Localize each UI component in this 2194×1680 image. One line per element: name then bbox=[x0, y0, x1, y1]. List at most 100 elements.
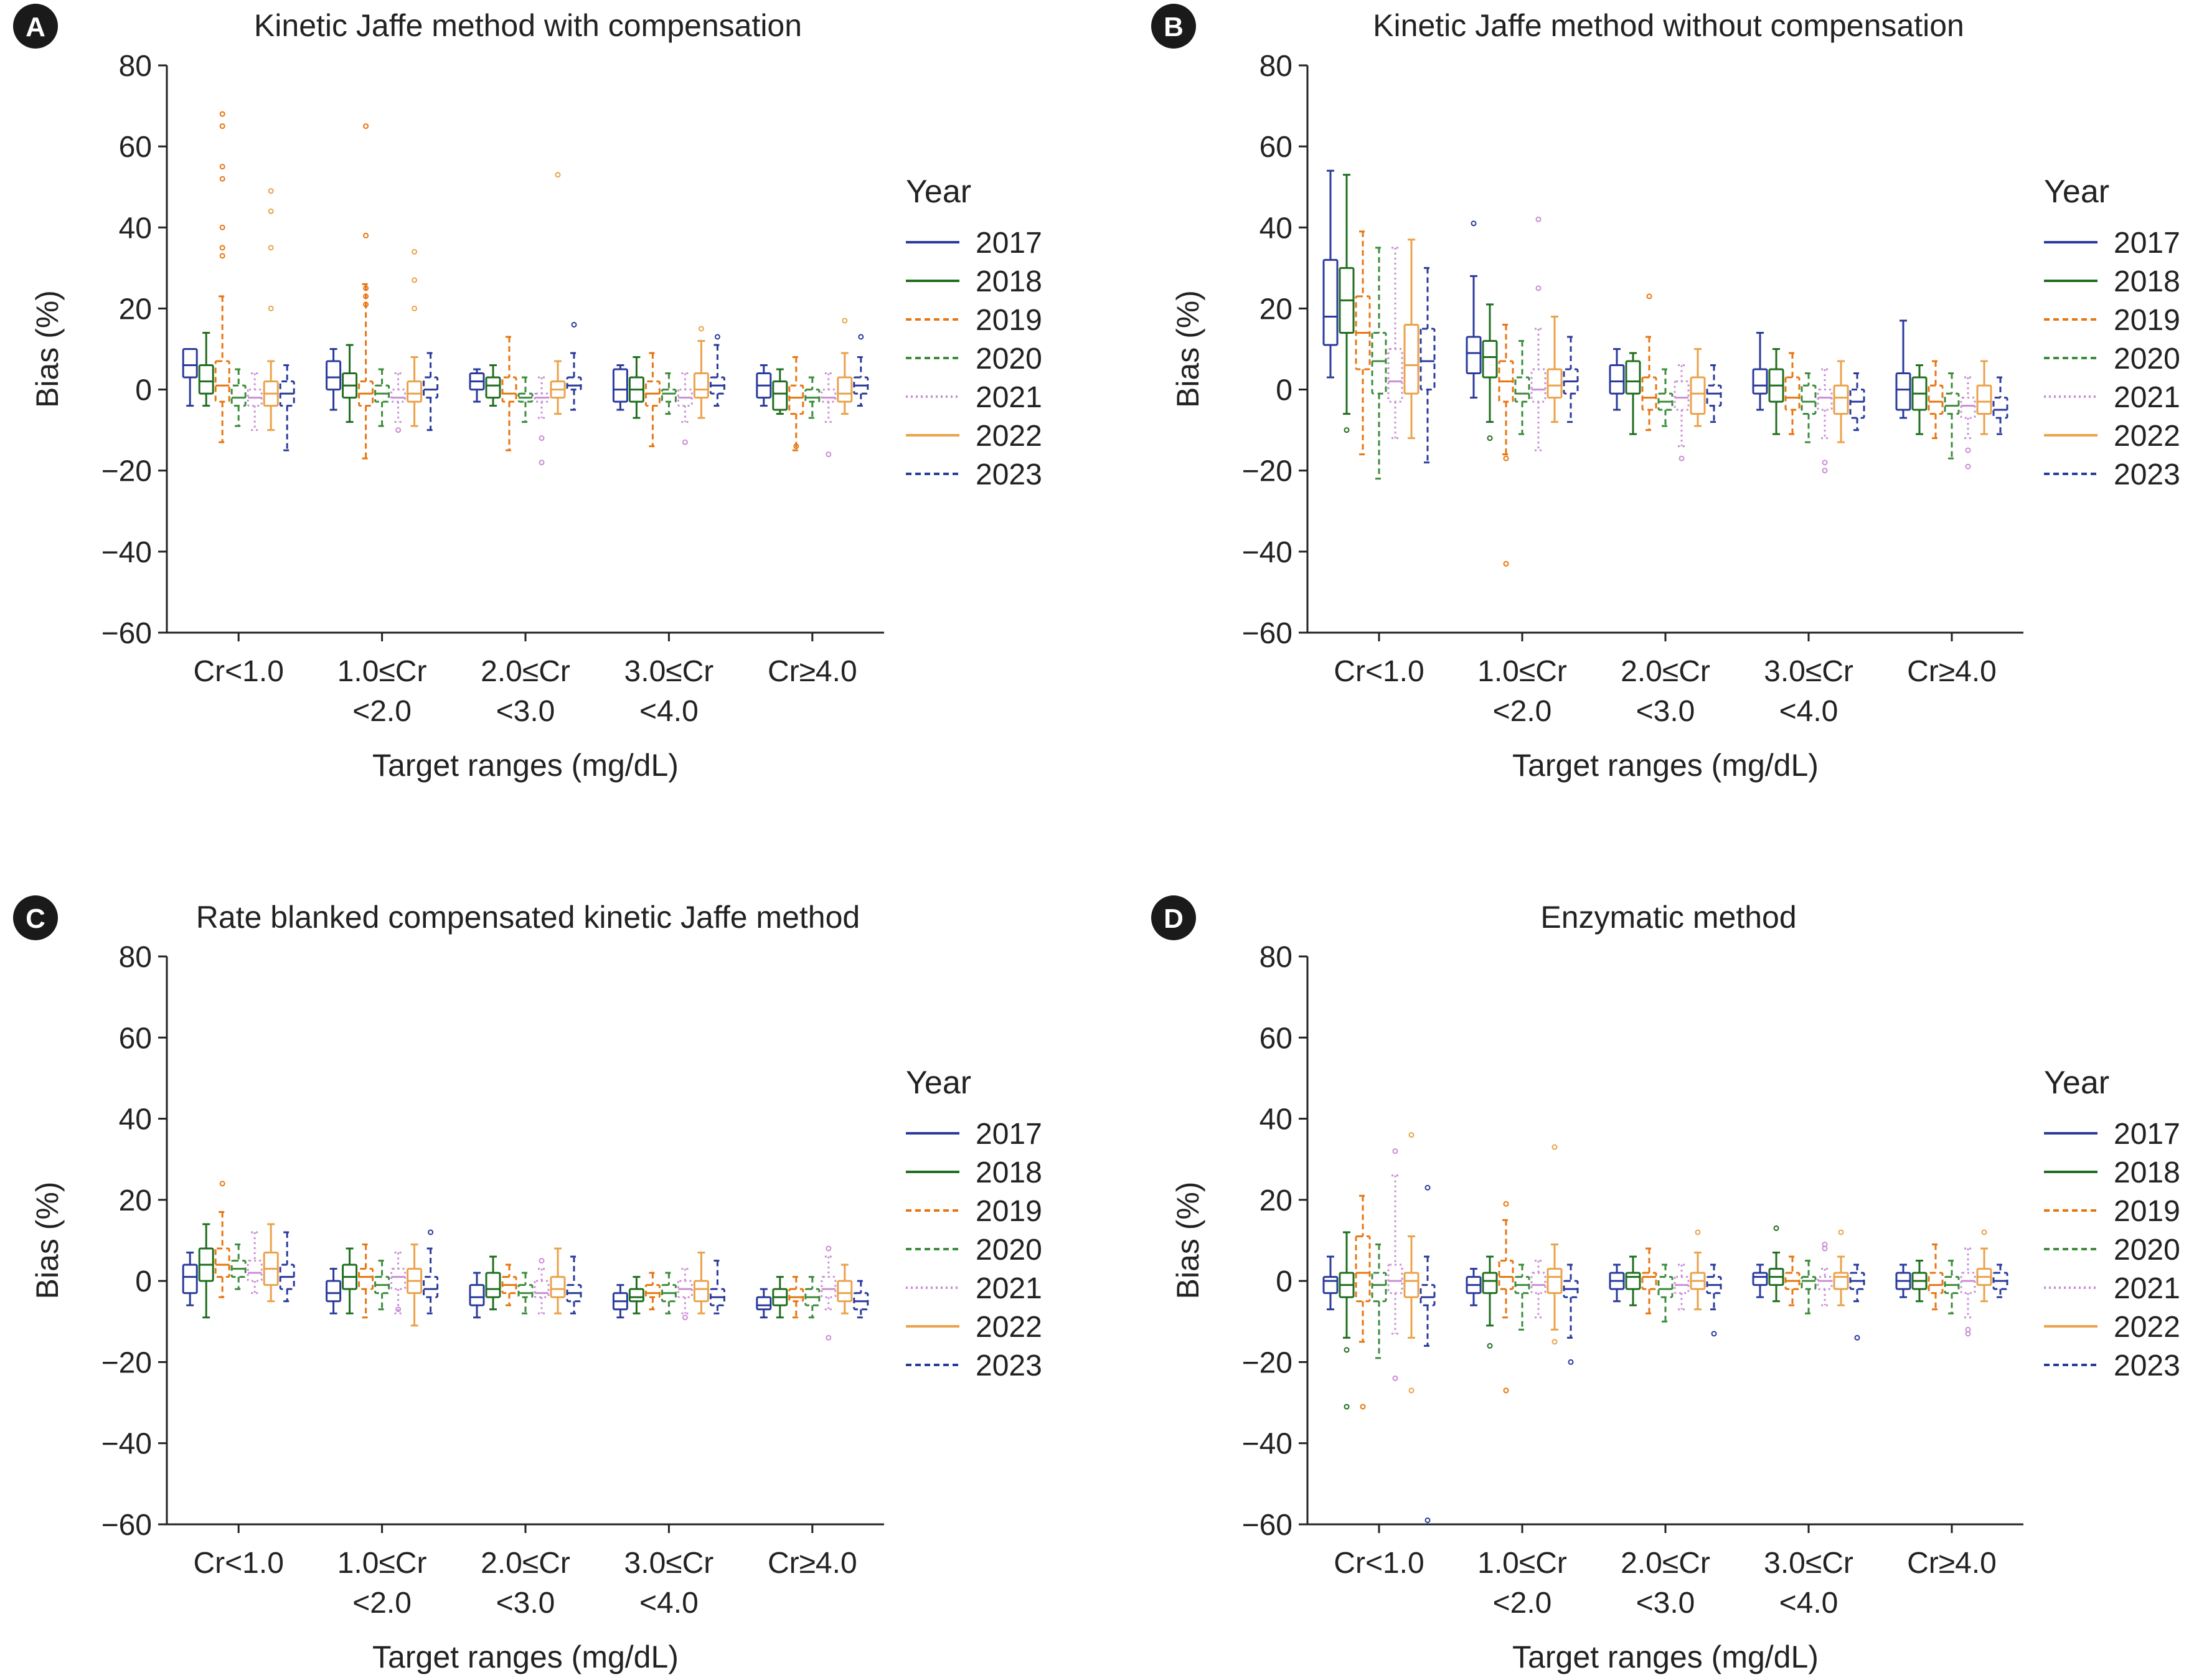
box-iqr bbox=[1976, 384, 1992, 415]
box-iqr bbox=[1625, 1272, 1641, 1290]
outlier-point bbox=[1568, 1359, 1574, 1365]
box-iqr bbox=[1690, 376, 1706, 415]
box-2023-cat3 bbox=[566, 321, 582, 411]
box-iqr bbox=[182, 348, 198, 379]
box-iqr bbox=[1833, 384, 1849, 415]
box-2023-cat5 bbox=[853, 334, 869, 407]
box-2023-cat3 bbox=[1706, 1263, 1722, 1337]
box-2020-cat2 bbox=[374, 368, 390, 427]
box-iqr bbox=[628, 1288, 644, 1303]
outlier-point bbox=[1535, 216, 1542, 222]
x-tick-label: 3.0≤Cr bbox=[1764, 1547, 1853, 1580]
box-iqr bbox=[644, 1284, 661, 1298]
box-2020-cat4 bbox=[661, 1272, 677, 1314]
x-tick-label: 3.0≤Cr bbox=[624, 1547, 714, 1580]
box-2022-cat5 bbox=[837, 318, 853, 415]
outlier-point bbox=[1695, 1229, 1701, 1235]
box-2018-cat1 bbox=[198, 1223, 214, 1319]
box-iqr bbox=[326, 360, 342, 391]
x-tick-label: 2.0≤Cr bbox=[481, 655, 570, 688]
box-2022-cat3 bbox=[550, 172, 566, 415]
box-2022-cat2 bbox=[1547, 1144, 1563, 1345]
box-2019-cat2 bbox=[1498, 1201, 1514, 1394]
outlier-point bbox=[219, 111, 225, 117]
box-iqr bbox=[1371, 1272, 1387, 1303]
box-iqr bbox=[1371, 331, 1387, 395]
box-2023-cat2 bbox=[423, 1229, 439, 1314]
outlier-point bbox=[1392, 1148, 1398, 1154]
outlier-point bbox=[1965, 1331, 1971, 1337]
legend-label-2017: 2017 bbox=[2114, 1118, 2180, 1151]
box-2018-cat3 bbox=[1625, 352, 1641, 435]
y-tick-label: −20 bbox=[1242, 1346, 1292, 1379]
outlier-point bbox=[428, 1229, 434, 1235]
box-iqr bbox=[1466, 336, 1482, 375]
box-iqr bbox=[788, 384, 804, 415]
legend-label-2018: 2018 bbox=[2114, 1156, 2180, 1189]
outlier-point bbox=[1646, 293, 1652, 300]
box-2018-cat1 bbox=[1339, 174, 1355, 433]
box-2019-cat2 bbox=[1498, 323, 1514, 567]
box-2019-cat4 bbox=[1784, 352, 1801, 435]
y-tick-label: 80 bbox=[1259, 941, 1292, 974]
legend-label-2023: 2023 bbox=[976, 458, 1042, 491]
outlier-point bbox=[555, 172, 561, 178]
outlier-point bbox=[268, 305, 274, 311]
panel-badge bbox=[1151, 895, 1196, 940]
box-iqr bbox=[198, 364, 214, 395]
box-2023-cat4 bbox=[1849, 372, 1865, 432]
outlier-point bbox=[1408, 1132, 1415, 1138]
box-2023-cat4 bbox=[709, 1260, 725, 1314]
outlier-point bbox=[539, 1258, 545, 1264]
panel-d: D Enzymatic method 80 60 40 20 0 −20 −40 −60 Bias … bbox=[1151, 895, 2180, 1674]
box-2017-cat5 bbox=[756, 364, 772, 407]
box-2022-cat3 bbox=[1690, 1229, 1706, 1311]
box-2023-cat5 bbox=[1992, 1263, 2008, 1298]
box-iqr bbox=[1420, 328, 1436, 391]
x-tick-label: Cr≥4.0 bbox=[1907, 1547, 1997, 1580]
box-2018-cat5 bbox=[1911, 1260, 1928, 1303]
box-2018-cat4 bbox=[1768, 348, 1784, 435]
box-iqr bbox=[1895, 372, 1911, 411]
outlier-point bbox=[363, 301, 369, 308]
box-iqr bbox=[1849, 389, 1865, 419]
x-tick-label: Cr≥4.0 bbox=[768, 655, 857, 688]
y-tick-label: −40 bbox=[101, 1428, 152, 1461]
x-tick-label: <4.0 bbox=[639, 1587, 699, 1620]
y-tick-label: −60 bbox=[101, 617, 152, 650]
box-2021-cat3 bbox=[1674, 1263, 1690, 1311]
box-2022-cat1 bbox=[1403, 1132, 1420, 1394]
chart-title: Enzymatic method bbox=[1540, 900, 1796, 935]
box-2022-cat4 bbox=[1833, 1229, 1849, 1306]
outlier-point bbox=[1838, 1229, 1844, 1235]
box-2023-cat5 bbox=[1992, 376, 2008, 435]
box-2017-cat4 bbox=[612, 364, 628, 411]
panel-badge bbox=[13, 4, 58, 49]
y-tick-label: 40 bbox=[1259, 1103, 1292, 1136]
box-iqr bbox=[677, 1280, 693, 1298]
box-2017-cat3 bbox=[1609, 1263, 1625, 1303]
panel-letter: A bbox=[26, 12, 45, 42]
y-tick-label: 20 bbox=[119, 293, 152, 326]
box-2022-cat5 bbox=[1976, 1229, 1992, 1303]
box-iqr bbox=[390, 1268, 407, 1290]
x-tick-label: <2.0 bbox=[1493, 1587, 1552, 1620]
legend-title: Year bbox=[906, 174, 971, 210]
box-2020-cat2 bbox=[1514, 1263, 1530, 1331]
box-iqr bbox=[1657, 1276, 1674, 1298]
box-iqr bbox=[612, 368, 628, 403]
y-tick-label: −40 bbox=[101, 536, 152, 569]
box-iqr bbox=[1752, 368, 1768, 395]
box-2023-cat3 bbox=[1706, 364, 1722, 423]
box-2019-cat2 bbox=[358, 1243, 374, 1319]
x-axis-label: Target ranges (mg/dL) bbox=[372, 1640, 679, 1674]
outlier-point bbox=[1822, 460, 1828, 466]
box-2020-cat5 bbox=[1944, 372, 1960, 460]
box-iqr bbox=[326, 1280, 342, 1303]
box-iqr bbox=[788, 1288, 804, 1303]
outlier-point bbox=[1822, 468, 1828, 474]
box-2021-cat4 bbox=[1817, 1242, 1833, 1306]
x-tick-label: <3.0 bbox=[1636, 695, 1695, 728]
box-iqr bbox=[423, 376, 439, 399]
